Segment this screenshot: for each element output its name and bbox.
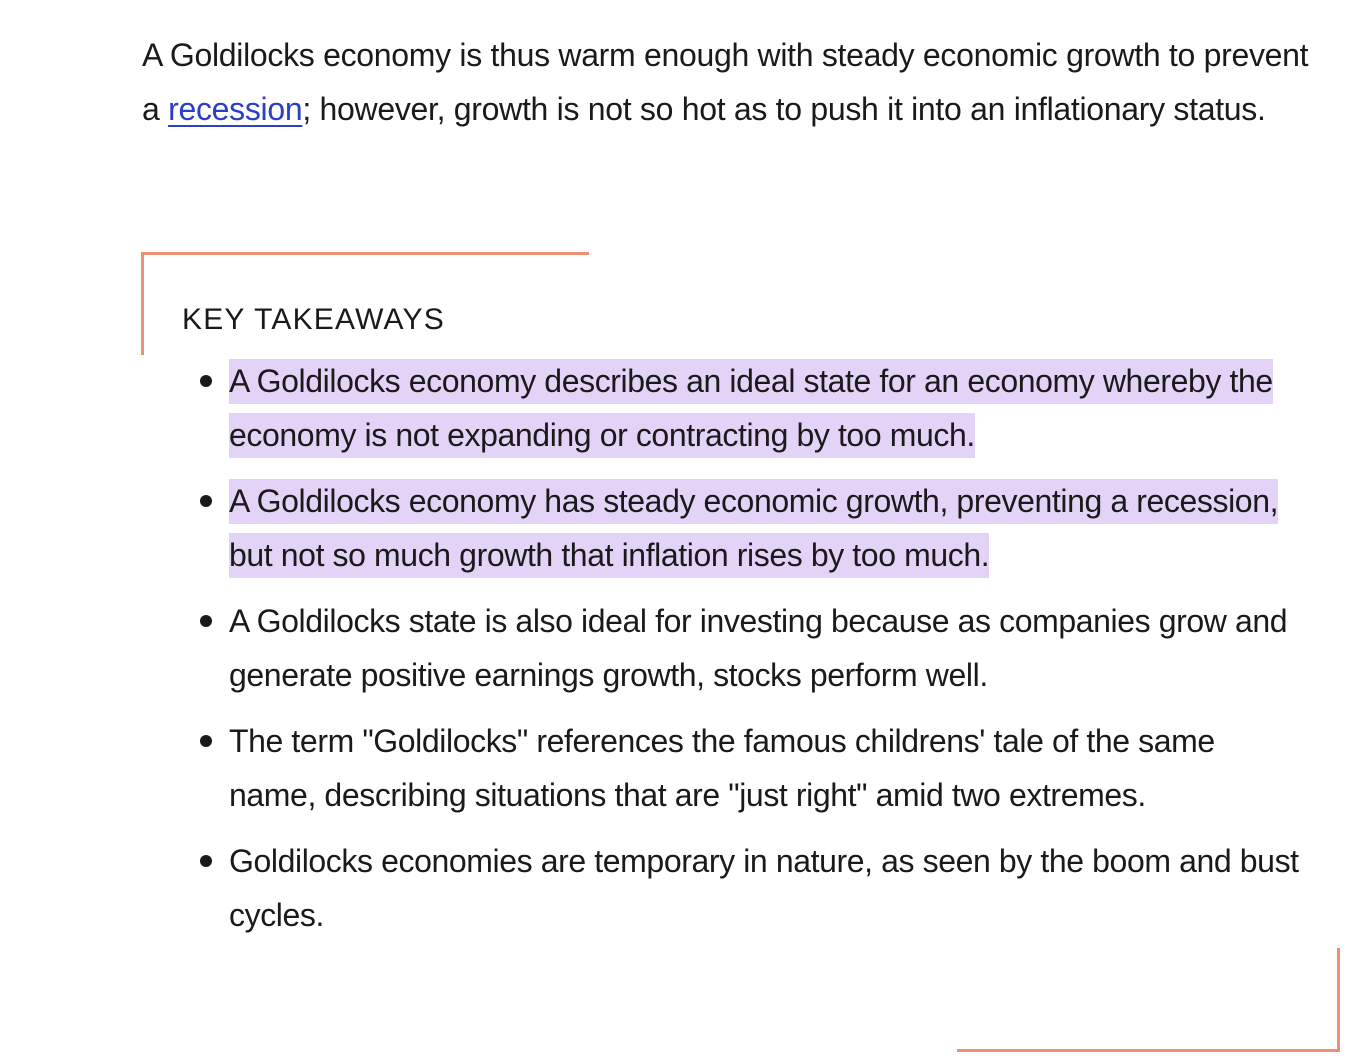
key-takeaways-list: A Goldilocks economy describes an ideal …: [182, 354, 1302, 954]
takeaway-text: A Goldilocks state is also ideal for inv…: [229, 603, 1288, 693]
bullet-dot-icon: [200, 615, 212, 627]
bullet-dot-icon: [200, 495, 212, 507]
takeaway-text: A Goldilocks economy describes an ideal …: [229, 359, 1273, 458]
key-takeaways-heading: KEY TAKEAWAYS: [182, 303, 445, 336]
bullet-dot-icon: [200, 855, 212, 867]
recession-link[interactable]: recession: [168, 91, 303, 127]
intro-paragraph: A Goldilocks economy is thus warm enough…: [142, 28, 1312, 136]
takeaway-item: A Goldilocks economy describes an ideal …: [182, 354, 1302, 462]
takeaway-item: A Goldilocks economy has steady economic…: [182, 474, 1302, 582]
takeaway-item: A Goldilocks state is also ideal for inv…: [182, 594, 1302, 702]
bullet-dot-icon: [200, 375, 212, 387]
intro-text-before-link: A Goldilocks economy is thus warm enough…: [142, 37, 1309, 127]
takeaway-text: A Goldilocks economy has steady economic…: [229, 479, 1278, 578]
bullet-dot-icon: [200, 735, 212, 747]
key-takeaways-bottom-bracket: [957, 948, 1340, 1052]
takeaway-text: The term "Goldilocks" references the fam…: [229, 723, 1215, 813]
takeaway-text: Goldilocks economies are temporary in na…: [229, 843, 1299, 933]
key-takeaways-top-bracket: [141, 252, 589, 355]
takeaway-item: Goldilocks economies are temporary in na…: [182, 834, 1302, 942]
takeaway-item: The term "Goldilocks" references the fam…: [182, 714, 1302, 822]
intro-text-after-link: ; however, growth is not so hot as to pu…: [302, 91, 1266, 127]
